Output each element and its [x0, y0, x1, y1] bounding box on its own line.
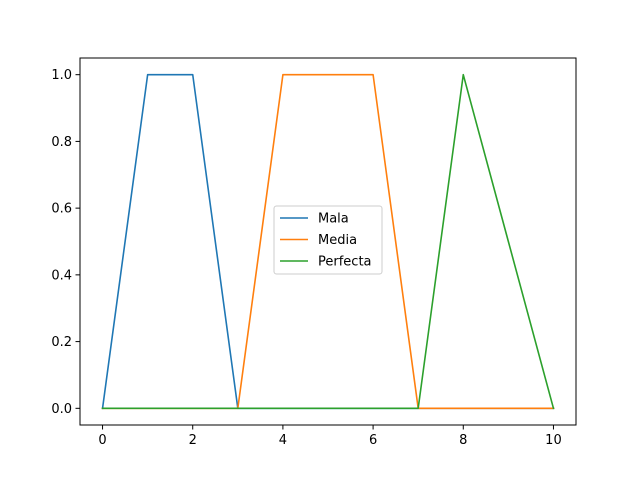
x-tick-label: 6 — [369, 433, 377, 448]
y-tick-label: 0.6 — [51, 202, 72, 217]
legend-label-media: Media — [318, 233, 357, 248]
y-tick-label: 0.8 — [51, 135, 72, 150]
x-tick-label: 2 — [189, 433, 197, 448]
plot-frame — [79, 57, 577, 426]
y-tick-label: 0.4 — [51, 268, 72, 283]
x-axis-ticks: 0 2 4 6 8 10 — [98, 425, 562, 448]
x-tick-label: 0 — [98, 433, 106, 448]
x-tick-label: 4 — [279, 433, 287, 448]
series-line-perfecta — [101, 73, 555, 410]
legend-label-mala: Mala — [318, 212, 349, 227]
x-tick-label: 10 — [545, 433, 562, 448]
legend: Mala Media Perfecta — [273, 205, 383, 275]
y-tick-label: 0.2 — [51, 335, 72, 350]
series-lines — [101, 73, 555, 410]
y-tick-label: 1.0 — [51, 68, 72, 83]
legend-label-perfecta: Perfecta — [318, 255, 372, 270]
x-tick-label: 8 — [459, 433, 467, 448]
legend-box — [273, 205, 383, 275]
y-tick-label: 0.0 — [51, 402, 72, 417]
y-axis-ticks: 0.0 0.2 0.4 0.6 0.8 1.0 — [51, 68, 80, 417]
